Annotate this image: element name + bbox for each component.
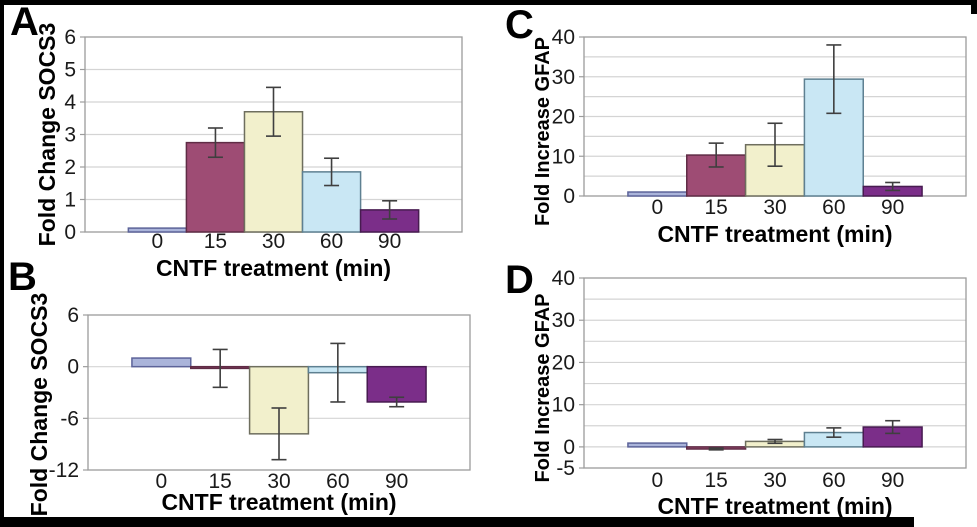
y-axis-title: Fold Increase GFAP — [532, 294, 554, 483]
y-tick-label: 0 — [67, 356, 79, 379]
bar-90min — [366, 365, 427, 403]
x-category-label: 30 — [267, 470, 290, 493]
y-tick-label: -12 — [49, 459, 79, 482]
y-tick-label: 0 — [64, 221, 76, 244]
y-tick-label: 20 — [552, 106, 575, 129]
x-axis-title: CNTF treatment (min) — [161, 489, 396, 515]
x-category-label: 15 — [704, 196, 727, 219]
x-category-label: 60 — [822, 469, 845, 492]
frame-border-right — [971, 0, 977, 14]
frame-border-top — [0, 0, 977, 5]
x-category-label: 60 — [822, 196, 845, 219]
x-category-label: 90 — [378, 230, 401, 253]
y-tick-label: 0 — [563, 185, 575, 208]
y-tick-label: 0 — [563, 436, 575, 459]
x-category-label: 90 — [881, 469, 904, 492]
bar-0min — [627, 442, 688, 448]
plot-border — [583, 277, 967, 469]
x-axis-title: CNTF treatment (min) — [657, 221, 892, 247]
panel-label-c: C — [505, 3, 534, 47]
y-axis-title: Fold Change SOCS3 — [26, 293, 52, 517]
x-axis-title: CNTF treatment (min) — [156, 255, 391, 281]
y-tick-label: -6 — [60, 407, 79, 430]
x-category-label: 60 — [326, 470, 349, 493]
y-tick-label: 40 — [552, 26, 575, 49]
y-tick-label: 5 — [64, 59, 76, 82]
y-axis-title: Fold Increase GFAP — [532, 37, 554, 226]
y-tick-label: 30 — [552, 309, 575, 332]
x-category-label: 0 — [652, 196, 664, 219]
plot-border — [87, 314, 471, 471]
bar-0min — [131, 357, 192, 368]
frame-border-left — [0, 0, 4, 527]
y-tick-label: 3 — [64, 124, 76, 147]
panel-label-a: A — [10, 0, 39, 44]
x-category-label: 60 — [320, 230, 343, 253]
y-tick-label: 10 — [552, 145, 575, 168]
x-category-label: 0 — [652, 469, 664, 492]
x-category-label: 15 — [204, 230, 227, 253]
y-tick-label: 6 — [67, 304, 79, 327]
y-tick-label: 10 — [552, 394, 575, 417]
panel-label-b: B — [8, 255, 37, 299]
x-category-label: 0 — [152, 230, 164, 253]
x-category-label: 0 — [156, 470, 168, 493]
y-tick-label: 20 — [552, 351, 575, 374]
y-tick-label: 6 — [64, 26, 76, 49]
frame-border-bottom — [0, 517, 914, 527]
y-tick-label: 30 — [552, 66, 575, 89]
y-tick-label: 1 — [64, 189, 76, 212]
y-tick-label: 2 — [64, 156, 76, 179]
x-category-label: 90 — [881, 196, 904, 219]
x-category-label: 15 — [704, 469, 727, 492]
x-category-label: 30 — [262, 230, 285, 253]
panel-label-d: D — [505, 258, 534, 302]
x-axis-title: CNTF treatment (min) — [657, 493, 892, 519]
y-tick-label: -5 — [556, 457, 575, 480]
x-category-label: 15 — [208, 470, 231, 493]
y-tick-label: 4 — [64, 91, 76, 114]
x-category-label: 30 — [763, 196, 786, 219]
x-category-label: 90 — [385, 470, 408, 493]
y-tick-label: 40 — [552, 267, 575, 290]
y-axis-title: Fold Change SOCS3 — [34, 23, 60, 247]
x-category-label: 30 — [763, 469, 786, 492]
